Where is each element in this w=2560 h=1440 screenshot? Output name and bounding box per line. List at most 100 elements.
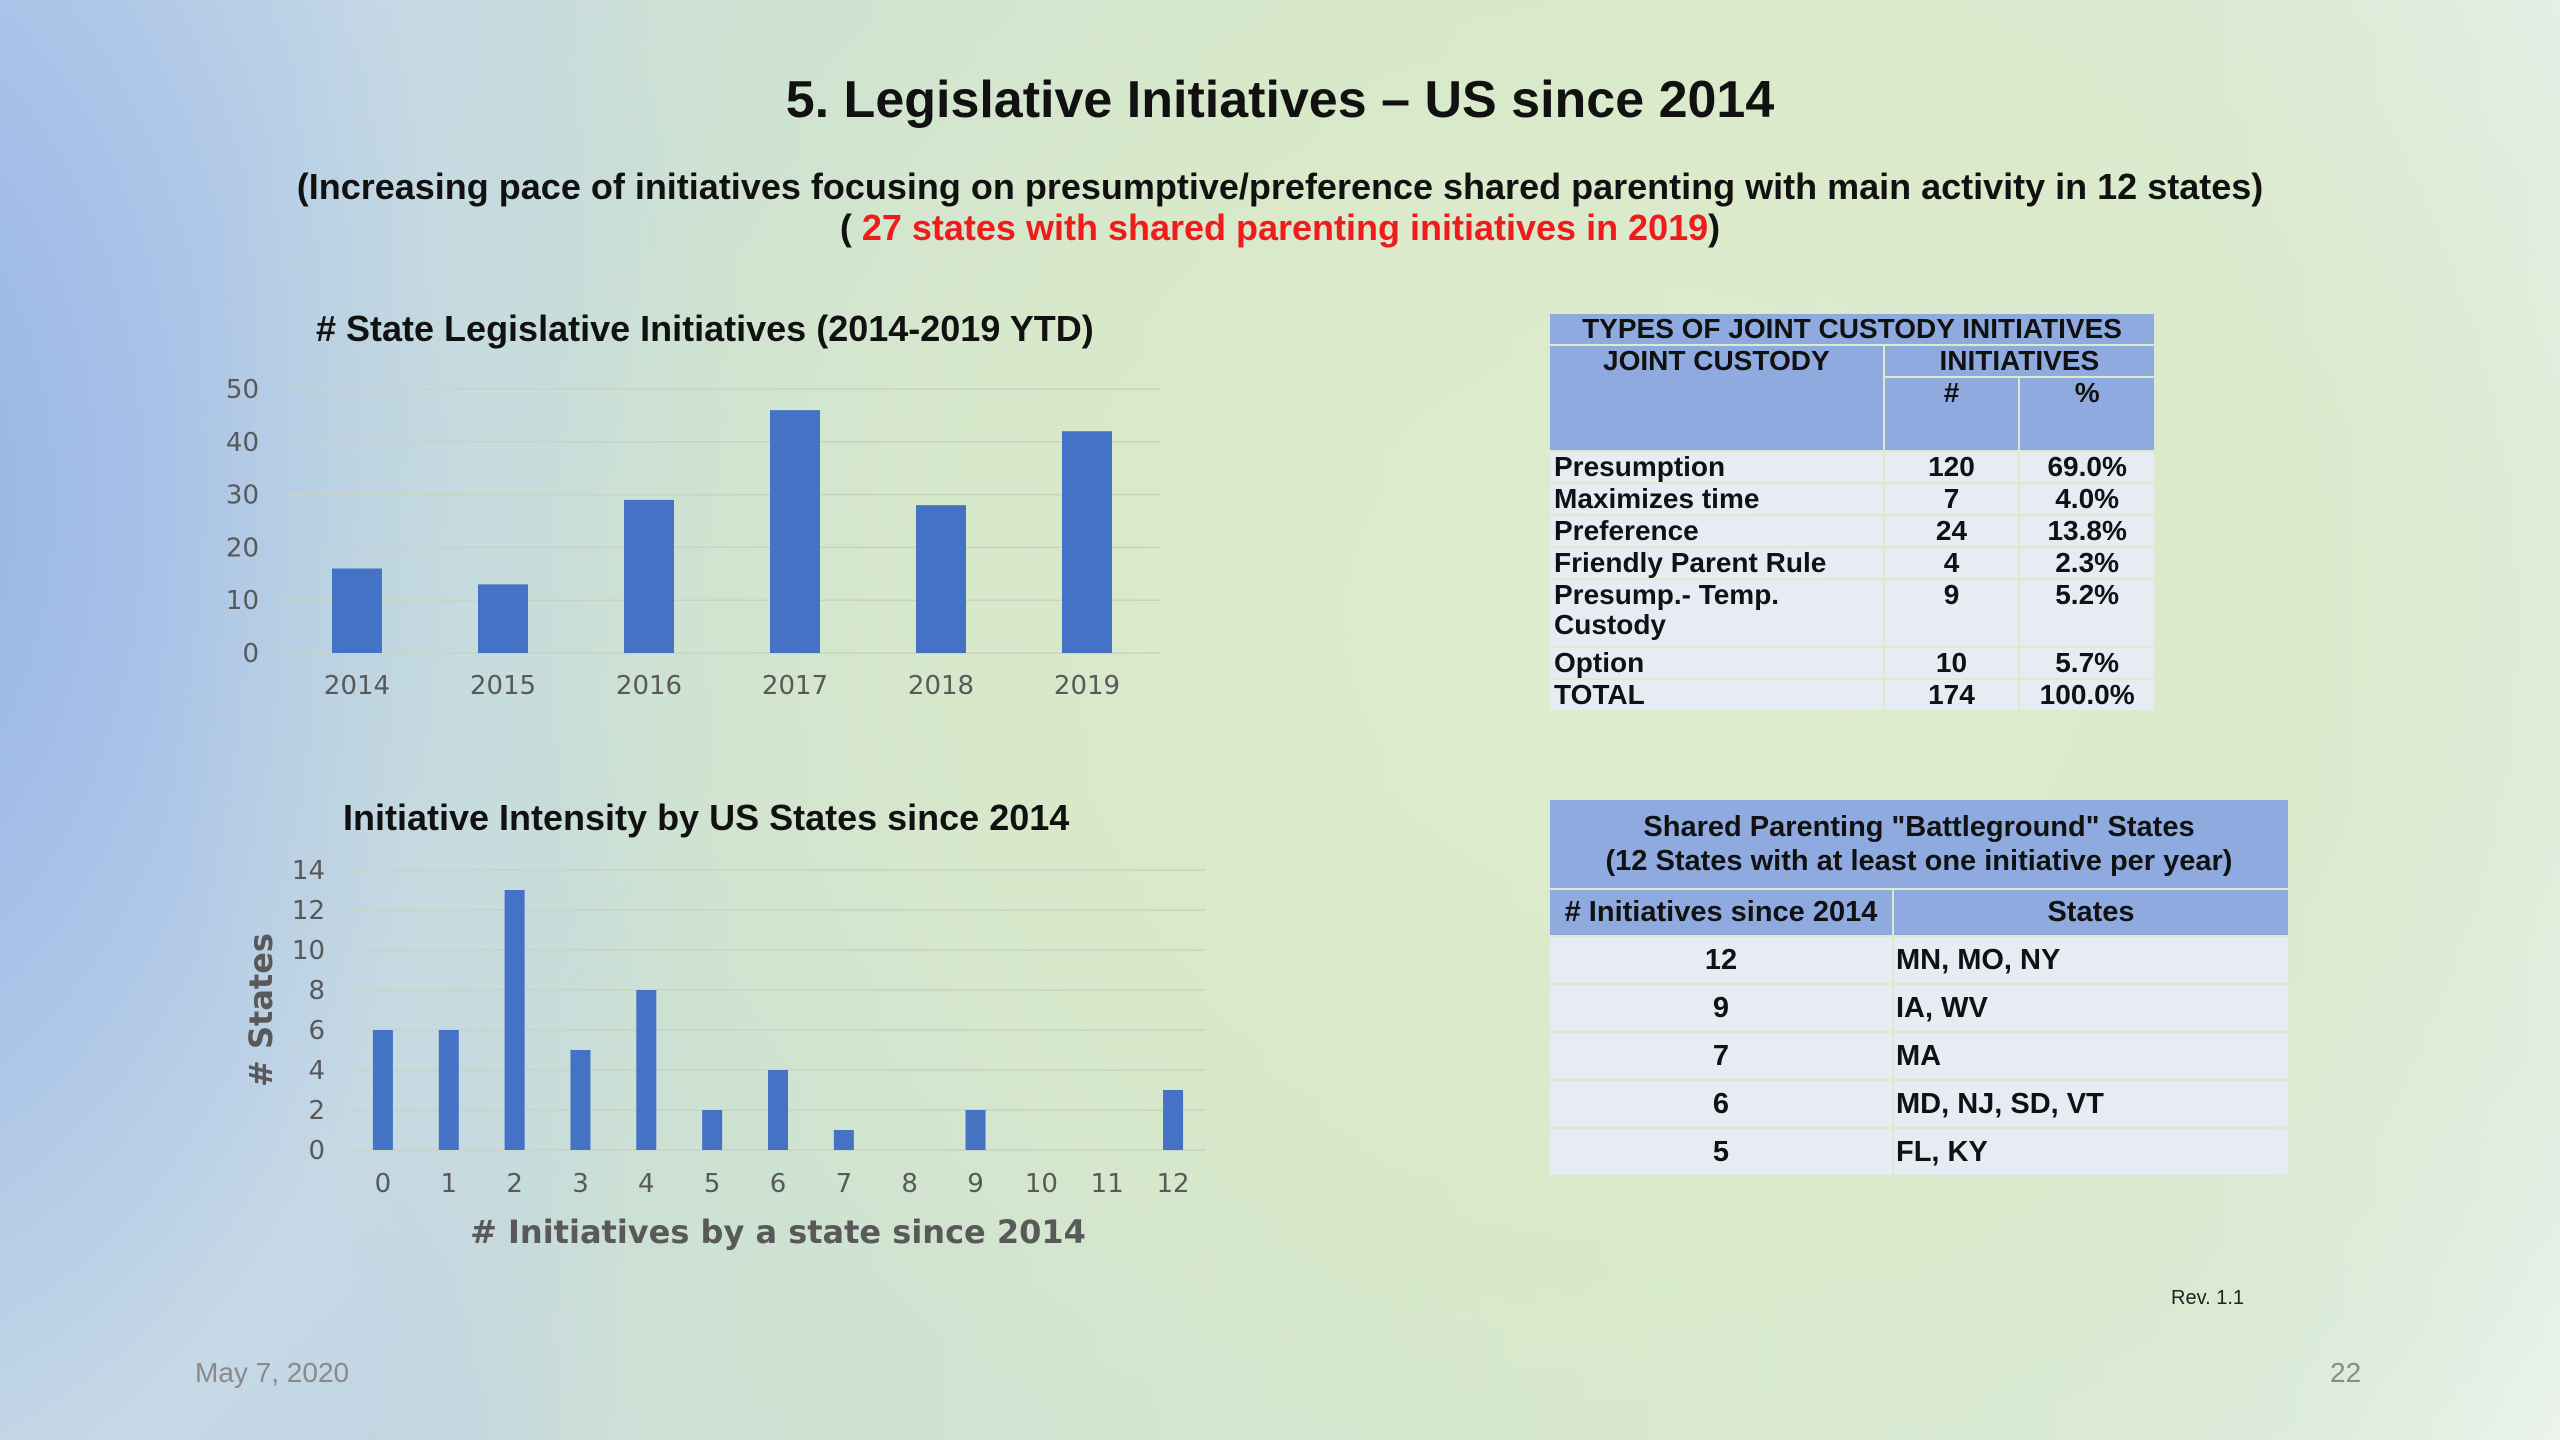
- custody-count-cell: 120: [1884, 452, 2019, 482]
- custody-count-cell: 24: [1884, 516, 2019, 546]
- bar: [372, 1030, 393, 1150]
- page-subtitle: (Increasing pace of initiatives focusing…: [0, 166, 2560, 248]
- battleground-row: 6 MD, NJ, SD, VT: [1550, 1081, 2288, 1127]
- x-tick-label: 3: [572, 1169, 589, 1199]
- bar: [916, 505, 966, 653]
- bar: [332, 568, 382, 653]
- x-tick-label: 9: [967, 1169, 984, 1199]
- battleground-title: Shared Parenting "Battleground" States (…: [1550, 800, 2288, 888]
- y-tick-label: 6: [308, 1016, 325, 1046]
- y-tick-label: 12: [292, 896, 325, 926]
- page-title: 5. Legislative Initiatives – US since 20…: [785, 71, 1775, 129]
- y-tick-label: 30: [226, 481, 259, 511]
- battleground-count-cell: 6: [1550, 1081, 1892, 1127]
- battleground-row: 7 MA: [1550, 1033, 2288, 1079]
- bar: [1062, 431, 1112, 653]
- battleground-states-cell: MD, NJ, SD, VT: [1894, 1081, 2288, 1127]
- x-tick-label: 4: [638, 1169, 655, 1199]
- custody-pct-cell: 69.0%: [2020, 452, 2154, 482]
- x-tick-label: 2015: [470, 671, 536, 701]
- battleground-states-table: Shared Parenting "Battleground" States (…: [1548, 798, 2290, 1177]
- battleground-count-cell: 7: [1550, 1033, 1892, 1079]
- bar: [438, 1030, 459, 1150]
- y-tick-label: 0: [308, 1136, 325, 1166]
- custody-table-row: TOTAL 174 100.0%: [1550, 680, 2154, 710]
- custody-count-cell: 174: [1884, 680, 2019, 710]
- custody-pct-cell: 5.2%: [2020, 580, 2154, 646]
- revision-label: Rev. 1.1: [2171, 1287, 2244, 1309]
- custody-table-title: TYPES OF JOINT CUSTODY INITIATIVES: [1550, 314, 2154, 344]
- x-tick-label: 8: [901, 1169, 918, 1199]
- page-number: 22: [2330, 1357, 2362, 1388]
- x-tick-label: 0: [375, 1169, 392, 1199]
- bar: [1163, 1090, 1184, 1150]
- y-axis-label: # States: [242, 933, 280, 1087]
- bar: [833, 1130, 854, 1150]
- x-tick-label: 11: [1091, 1169, 1124, 1199]
- x-tick-label: 1: [440, 1169, 457, 1199]
- x-tick-label: 10: [1025, 1169, 1058, 1199]
- custody-col-header: JOINT CUSTODY: [1550, 346, 1883, 450]
- battleground-title-line-2: (12 States with at least one initiative …: [1605, 845, 2233, 877]
- footer-date: May 7, 2020: [195, 1357, 350, 1388]
- custody-types-table: TYPES OF JOINT CUSTODY INITIATIVES JOINT…: [1548, 312, 2156, 712]
- x-tick-label: 2014: [324, 671, 390, 701]
- bar: [702, 1110, 723, 1150]
- bar: [570, 1050, 591, 1150]
- custody-table-row: Friendly Parent Rule 4 2.3%: [1550, 548, 2154, 578]
- battleground-title-line-1: Shared Parenting "Battleground" States: [1643, 811, 2195, 843]
- states-header: States: [1894, 890, 2288, 935]
- custody-pct-cell: 5.7%: [2020, 648, 2154, 678]
- y-tick-label: 14: [292, 856, 325, 886]
- custody-table-row: Option 10 5.7%: [1550, 648, 2154, 678]
- custody-type-cell: Presumption: [1550, 452, 1883, 482]
- custody-pct-cell: 2.3%: [2020, 548, 2154, 578]
- battleground-row: 12 MN, MO, NY: [1550, 937, 2288, 983]
- y-tick-label: 2: [308, 1096, 325, 1126]
- chart2-title: Initiative Intensity by US States since …: [343, 797, 1070, 838]
- battleground-count-cell: 5: [1550, 1129, 1892, 1175]
- custody-type-cell: TOTAL: [1550, 680, 1883, 710]
- chart1-title: # State Legislative Initiatives (2014-20…: [316, 308, 1094, 349]
- y-tick-label: 50: [226, 375, 259, 405]
- battleground-count-cell: 9: [1550, 985, 1892, 1031]
- battleground-row: 9 IA, WV: [1550, 985, 2288, 1031]
- custody-pct-cell: 13.8%: [2020, 516, 2154, 546]
- x-tick-label: 2016: [616, 671, 682, 701]
- custody-pct-cell: 4.0%: [2020, 484, 2154, 514]
- y-tick-label: 8: [308, 976, 325, 1006]
- bar: [504, 890, 525, 1150]
- custody-type-cell: Option: [1550, 648, 1883, 678]
- bar: [965, 1110, 986, 1150]
- x-tick-label: 2: [506, 1169, 523, 1199]
- custody-type-cell: Preference: [1550, 516, 1883, 546]
- initiatives-group-header: INITIATIVES: [1884, 346, 2154, 376]
- y-tick-label: 40: [226, 428, 259, 458]
- bar: [478, 584, 528, 653]
- x-tick-label: 2017: [762, 671, 828, 701]
- x-tick-label: 7: [836, 1169, 853, 1199]
- custody-table-row: Preference 24 13.8%: [1550, 516, 2154, 546]
- custody-table-row: Presumption 120 69.0%: [1550, 452, 2154, 482]
- bar: [768, 1070, 788, 1150]
- y-tick-label: 10: [292, 936, 325, 966]
- pct-col-header: %: [2020, 378, 2154, 450]
- x-tick-label: 5: [704, 1169, 721, 1199]
- battleground-states-cell: MN, MO, NY: [1894, 937, 2288, 983]
- battleground-states-cell: MA: [1894, 1033, 2288, 1079]
- x-tick-label: 12: [1157, 1169, 1190, 1199]
- custody-type-cell: Friendly Parent Rule: [1550, 548, 1883, 578]
- initiatives-count-header: # Initiatives since 2014: [1550, 890, 1892, 935]
- custody-type-cell: Presump.- Temp. Custody: [1550, 580, 1883, 646]
- y-tick-label: 4: [308, 1056, 325, 1086]
- y-tick-label: 10: [226, 586, 259, 616]
- custody-count-cell: 9: [1884, 580, 2019, 646]
- y-tick-label: 20: [226, 533, 259, 563]
- count-col-header: #: [1884, 378, 2019, 450]
- custody-table-row: Maximizes time 7 4.0%: [1550, 484, 2154, 514]
- subtitle-line-2: ( 27 states with shared parenting initia…: [839, 207, 1721, 248]
- bar: [770, 410, 820, 653]
- custody-count-cell: 7: [1884, 484, 2019, 514]
